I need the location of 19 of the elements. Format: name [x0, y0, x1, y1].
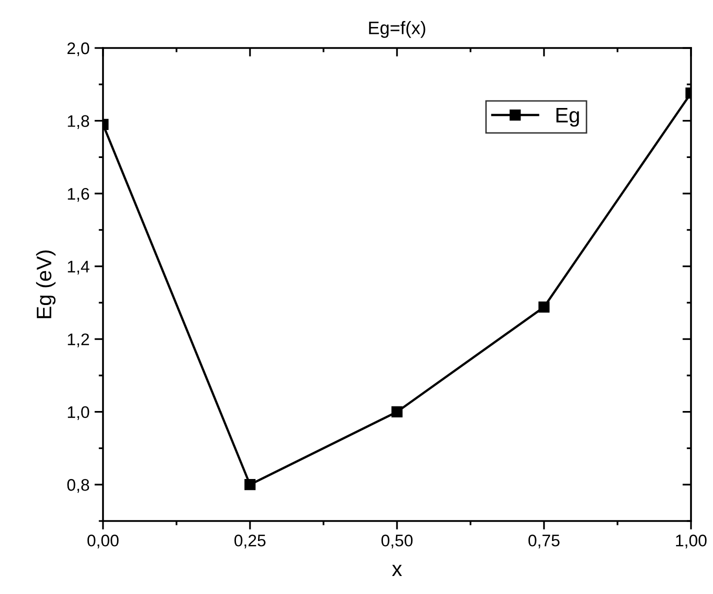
y-tick-label: 1,0: [68, 406, 90, 420]
point: [391, 406, 403, 418]
y-tick-label: 1,4: [68, 260, 90, 274]
x-tick-label: 1,00: [676, 534, 707, 548]
y-axis-title: Eg (eV): [36, 250, 56, 318]
y-tick-label: 1,8: [68, 115, 90, 129]
x-tick-label: 0,00: [87, 534, 119, 548]
y-tick-label: 2,0: [67, 42, 90, 56]
x-axis-title: x: [392, 564, 402, 576]
x-tick-label: 0,75: [528, 534, 560, 548]
point: [244, 479, 256, 490]
y-tick-label: 1,6: [68, 188, 90, 202]
y-tick-label: 1,2: [68, 333, 89, 348]
y-tick-label: 0,8: [67, 479, 90, 493]
chart-title: Eg=f(x): [369, 21, 426, 38]
x-tick-label: 0,25: [234, 534, 266, 548]
point: [538, 302, 550, 313]
x-tick-label: 0,50: [381, 534, 413, 548]
legend-label: Eg: [556, 108, 579, 127]
